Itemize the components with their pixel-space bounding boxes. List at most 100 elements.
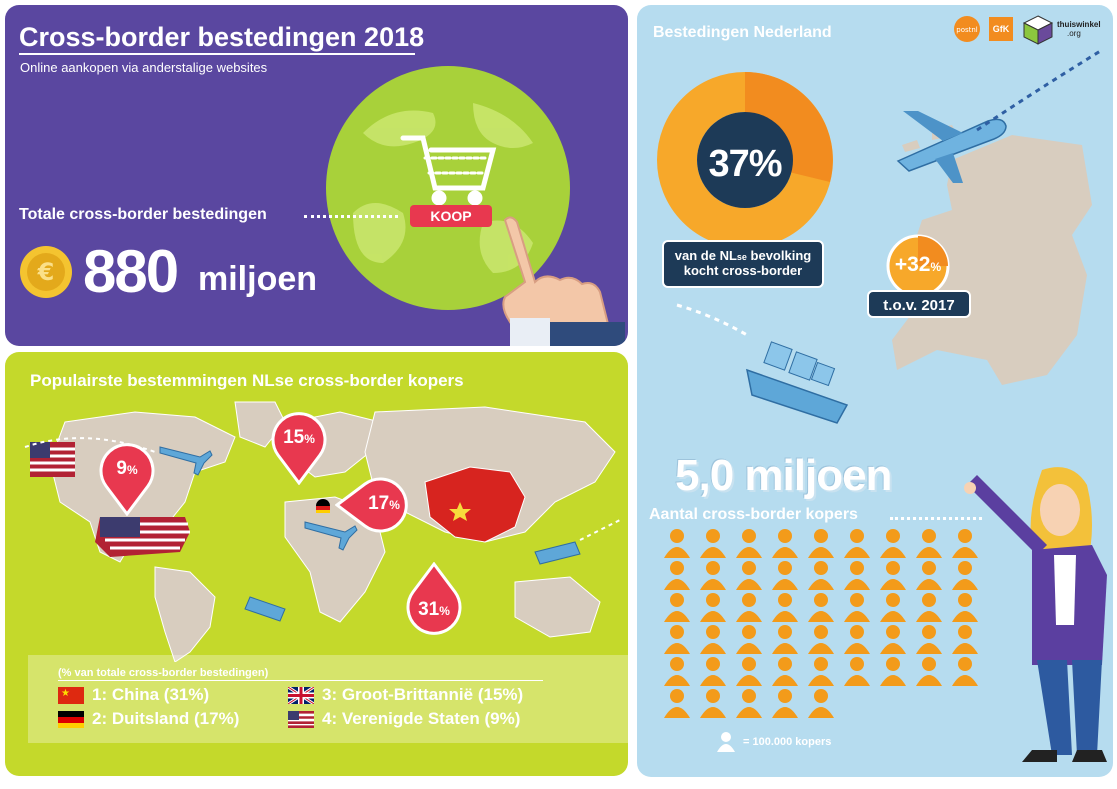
- buyers-label: Aantal cross-border kopers: [649, 506, 858, 523]
- destinations-title: Populairste bestemmingen NLse cross-bord…: [30, 371, 464, 390]
- pin-uk: [271, 412, 327, 485]
- person-icon: [913, 655, 945, 687]
- cargo-ship-icon: [746, 341, 849, 424]
- person-icon: [913, 559, 945, 591]
- koop-button[interactable]: KOOP: [410, 205, 492, 227]
- alaska-flag-icon: [30, 442, 75, 477]
- person-icon: [697, 623, 729, 655]
- donut-segment: [745, 72, 833, 182]
- pin-uk-label: 15%: [283, 427, 315, 448]
- donut-chart: [657, 72, 833, 248]
- legend-item-3: 3: Groot-Brittannië (15%): [322, 685, 524, 704]
- netherlands-title: Bestedingen Nederland: [653, 24, 832, 41]
- person-icon: [733, 591, 765, 623]
- thuiswinkel-logo-suffix: .org: [1067, 29, 1081, 38]
- person-icon: [913, 623, 945, 655]
- cargo-ship-icon-2: [534, 541, 581, 565]
- ship-path: [676, 303, 748, 337]
- person-icon: [877, 591, 909, 623]
- people-grid: [661, 527, 991, 719]
- person-icon: [805, 655, 837, 687]
- person-icon: [697, 559, 729, 591]
- person-icon: [841, 527, 873, 559]
- pin-usa: [99, 443, 155, 516]
- airplane-icon: [159, 446, 213, 476]
- person-icon: [913, 591, 945, 623]
- donut-center: [697, 112, 793, 208]
- thuiswinkel-logo-text: thuiswinkel: [1057, 20, 1101, 29]
- pin-germany-label: 17%: [368, 493, 400, 514]
- person-icon: [697, 527, 729, 559]
- netherlands-panel: Bestedingen Nederland postnl GfK thuiswi…: [637, 5, 1113, 777]
- spending-panel: Cross-border bestedingen 2018 Online aan…: [5, 5, 628, 346]
- person-icon: [949, 591, 981, 623]
- person-icon: [661, 591, 693, 623]
- dotted-connector-2: [890, 517, 982, 520]
- person-icon: [949, 655, 981, 687]
- person-icon: [733, 623, 765, 655]
- china-star-icon: [449, 502, 471, 521]
- pin-germany: [335, 477, 408, 533]
- person-icon: [805, 687, 837, 719]
- total-value: 880: [83, 238, 179, 305]
- donut-caption: van de NLse bevolking kocht cross-border: [662, 240, 824, 288]
- legend-item-4: 4: Verenigde Staten (9%): [322, 709, 521, 728]
- cargo-ship-icon: [244, 596, 286, 622]
- legend-divider: [58, 680, 543, 681]
- person-icon: [661, 559, 693, 591]
- person-icon: [769, 687, 801, 719]
- svg-text:postnl: postnl: [956, 26, 978, 34]
- person-icon: [697, 687, 729, 719]
- woman-illustration: [964, 467, 1107, 762]
- person-icon: [769, 527, 801, 559]
- person-icon: [841, 559, 873, 591]
- person-icon: [733, 559, 765, 591]
- uk-flag-icon: [288, 687, 314, 704]
- legend-note: (% van totale cross-border bestedingen): [58, 667, 269, 679]
- person-icon: [949, 559, 981, 591]
- person-icon: [661, 655, 693, 687]
- germany-flag-icon: [58, 711, 84, 728]
- person-icon: [769, 591, 801, 623]
- person-icon: [805, 559, 837, 591]
- person-icon: [805, 623, 837, 655]
- person-icon: [949, 527, 981, 559]
- germany-flag-icon: [316, 499, 330, 513]
- total-unit: miljoen: [198, 260, 318, 298]
- donut-value: 37%: [708, 143, 782, 185]
- person-icon: [733, 655, 765, 687]
- person-icon: [877, 655, 909, 687]
- buyers-value: 5,0 miljoen: [675, 451, 892, 500]
- person-icon: [841, 591, 873, 623]
- person-icon: [769, 655, 801, 687]
- legend-item-2: 2: Duitsland (17%): [92, 709, 240, 728]
- person-icon: [661, 527, 693, 559]
- person-icon: [769, 623, 801, 655]
- person-icon: [697, 655, 729, 687]
- dotted-connector: [304, 215, 398, 218]
- pin-china-label: 31%: [418, 599, 450, 620]
- flight-path: [976, 48, 1103, 132]
- person-icon: [913, 527, 945, 559]
- usa-map-icon: [95, 517, 190, 557]
- title-underline: [19, 53, 415, 55]
- person-icon: [805, 527, 837, 559]
- destinations-panel: Populairste bestemmingen NLse cross-bord…: [5, 352, 628, 776]
- china-flag-icon: ★: [58, 687, 84, 704]
- person-icon: [697, 591, 729, 623]
- legend-item-1: 1: China (31%): [92, 685, 210, 704]
- svg-text:€: €: [37, 258, 55, 286]
- thuiswinkel-logo-icon: [1022, 15, 1054, 45]
- person-icon: [877, 559, 909, 591]
- legend-box: [28, 655, 628, 743]
- growth-value: +32%: [894, 253, 942, 276]
- person-icon: [769, 559, 801, 591]
- page-subtitle: Online aankopen via anderstalige website…: [20, 60, 268, 75]
- pin-china: [406, 562, 462, 635]
- postnl-logo-icon: postnl: [954, 16, 980, 42]
- person-icon: [841, 623, 873, 655]
- person-icon: [733, 687, 765, 719]
- usa-flag-icon: [288, 711, 314, 728]
- growth-label: t.o.v. 2017: [867, 290, 971, 318]
- pin-usa-label: 9%: [116, 458, 138, 479]
